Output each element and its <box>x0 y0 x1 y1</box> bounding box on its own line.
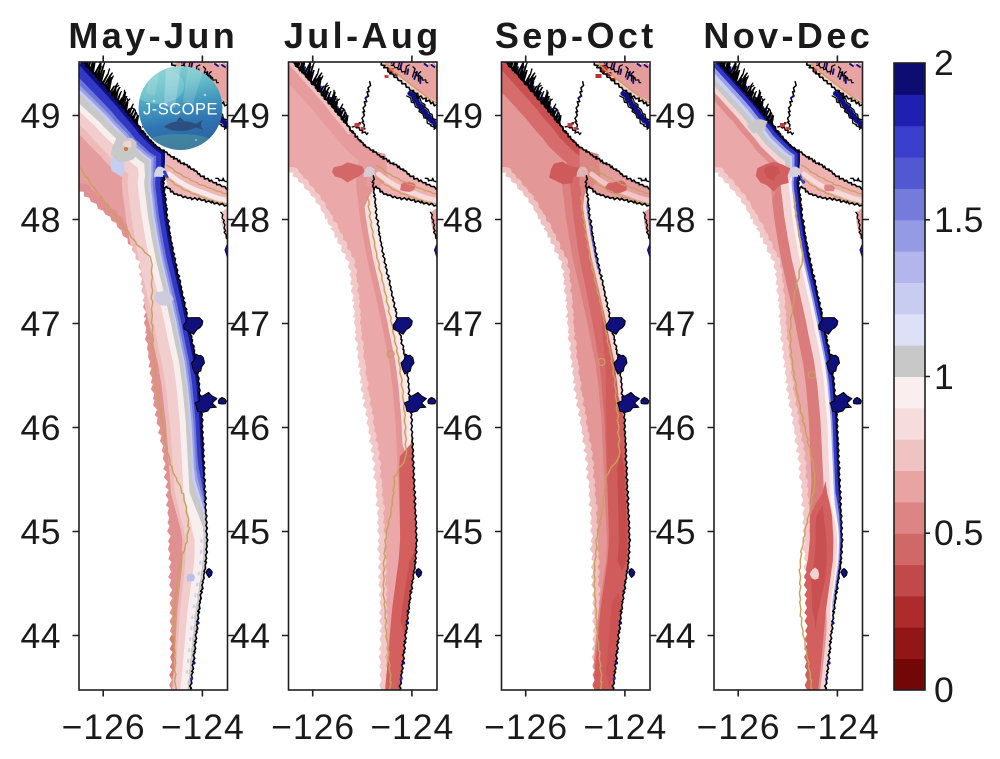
svg-text:J-SCOPE: J-SCOPE <box>143 101 218 119</box>
